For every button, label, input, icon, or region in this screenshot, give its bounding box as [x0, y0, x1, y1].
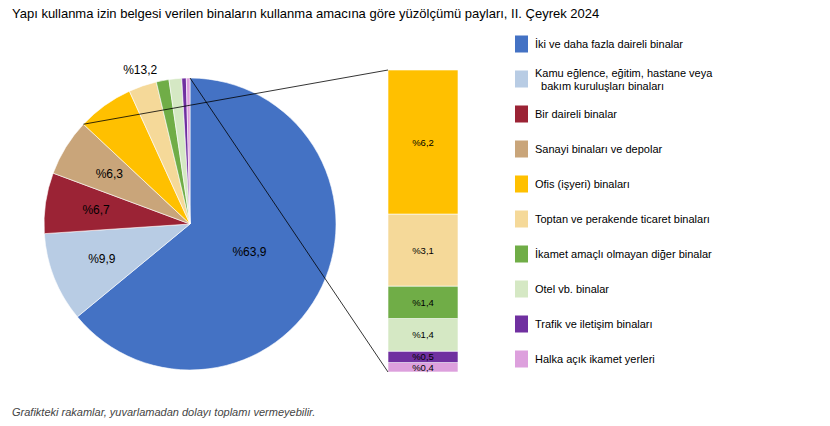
- pie-slice: [186, 78, 190, 224]
- data-label: %1,4: [412, 329, 434, 340]
- legend-swatch: [515, 281, 528, 298]
- legend-label: İkamet amaçlı olmayan diğer binalar: [535, 248, 712, 260]
- pie-slice: [169, 78, 190, 224]
- bar-segment: [388, 286, 458, 319]
- data-label: %6,3: [96, 167, 124, 181]
- data-label: %6,7: [82, 203, 110, 217]
- legend-swatch: [515, 141, 528, 158]
- legend-label-line: Kamu eğlence, eğitim, hastane veya: [535, 67, 713, 79]
- pie: %63,9 %9,9 %6,7 %6,3: [44, 78, 336, 370]
- bar-segment: [388, 319, 458, 352]
- legend-label-line: Ofis (işyeri) binaları: [535, 178, 630, 190]
- legend-label: Toptan ve perakende ticaret binaları: [535, 213, 710, 225]
- data-label: %0,4: [412, 362, 434, 373]
- legend-swatch: [515, 246, 528, 263]
- legend-swatch: [515, 211, 528, 228]
- legend-label-line: İkamet amaçlı olmayan diğer binalar: [535, 248, 712, 260]
- legend-label-line: İki ve daha fazla daireli binalar: [535, 38, 683, 50]
- slice-labels: %63,9 %9,9 %6,7 %6,3: [82, 167, 266, 266]
- footnote: Grafikteki rakamlar, yuvarlamadan dolayı…: [12, 406, 315, 418]
- legend: İki ve daha fazla daireli binalar Kamu eğ…: [515, 36, 713, 368]
- bar-segments: [388, 70, 458, 372]
- legend-swatch: [515, 351, 528, 368]
- title: Yapı kullanma izin belgesi verilen binal…: [12, 6, 599, 21]
- chart: Yapı kullanma izin belgesi verilen binal…: [0, 0, 830, 426]
- legend-swatch: [515, 71, 528, 88]
- data-label: %6,2: [412, 137, 434, 148]
- legend-label-line: Halka açık ikamet yerleri: [535, 353, 655, 365]
- bar-segment: [388, 70, 458, 214]
- legend-label: Halka açık ikamet yerleri: [535, 353, 655, 365]
- legend-label: Sanayi binaları ve depolar: [535, 143, 663, 155]
- bar-labels: %0,4%0,5 %1,4 %1,4 %3,1 %6,2: [412, 137, 434, 373]
- legend-swatch: [515, 316, 528, 333]
- data-label: %0,5: [412, 351, 434, 362]
- legend-label: Kamu eğlence, eğitim, hastane veya bakım…: [535, 67, 713, 92]
- slices: [44, 78, 336, 370]
- legend-label-line: Trafik ve iletişim binaları: [535, 318, 653, 330]
- legend-swatch: [515, 36, 528, 53]
- bar-segment: [388, 351, 458, 363]
- legend-label-line: Otel vb. binalar: [535, 283, 609, 295]
- data-label: %63,9: [232, 245, 266, 259]
- legend-swatch: [515, 176, 528, 193]
- bar-segment: [388, 363, 458, 372]
- data-label: %3,1: [412, 245, 434, 256]
- pie-slice: [182, 78, 190, 224]
- legend-label: Trafik ve iletişim binaları: [535, 318, 653, 330]
- legend-swatch: [515, 106, 528, 123]
- connector: [190, 78, 388, 372]
- data-label: %1,4: [412, 297, 434, 308]
- legend-label: Bir daireli binalar: [535, 108, 617, 120]
- bar-segment: [388, 214, 458, 286]
- legend-label-line: Toptan ve perakende ticaret binaları: [535, 213, 710, 225]
- legend-label: Ofis (işyeri) binaları: [535, 178, 630, 190]
- data-label: %9,9: [88, 252, 116, 266]
- pie-slice: [44, 224, 190, 317]
- legend-label: Otel vb. binalar: [535, 283, 609, 295]
- connector: [83, 70, 388, 124]
- legend-label-line: Sanayi binaları ve depolar: [535, 143, 663, 155]
- legend-label: İki ve daha fazla daireli binalar: [535, 38, 683, 50]
- legend-label-line: Bir daireli binalar: [535, 108, 617, 120]
- annotation: %13,2: [123, 63, 157, 77]
- legend-label-line: bakım kuruluşları binaları: [535, 80, 664, 92]
